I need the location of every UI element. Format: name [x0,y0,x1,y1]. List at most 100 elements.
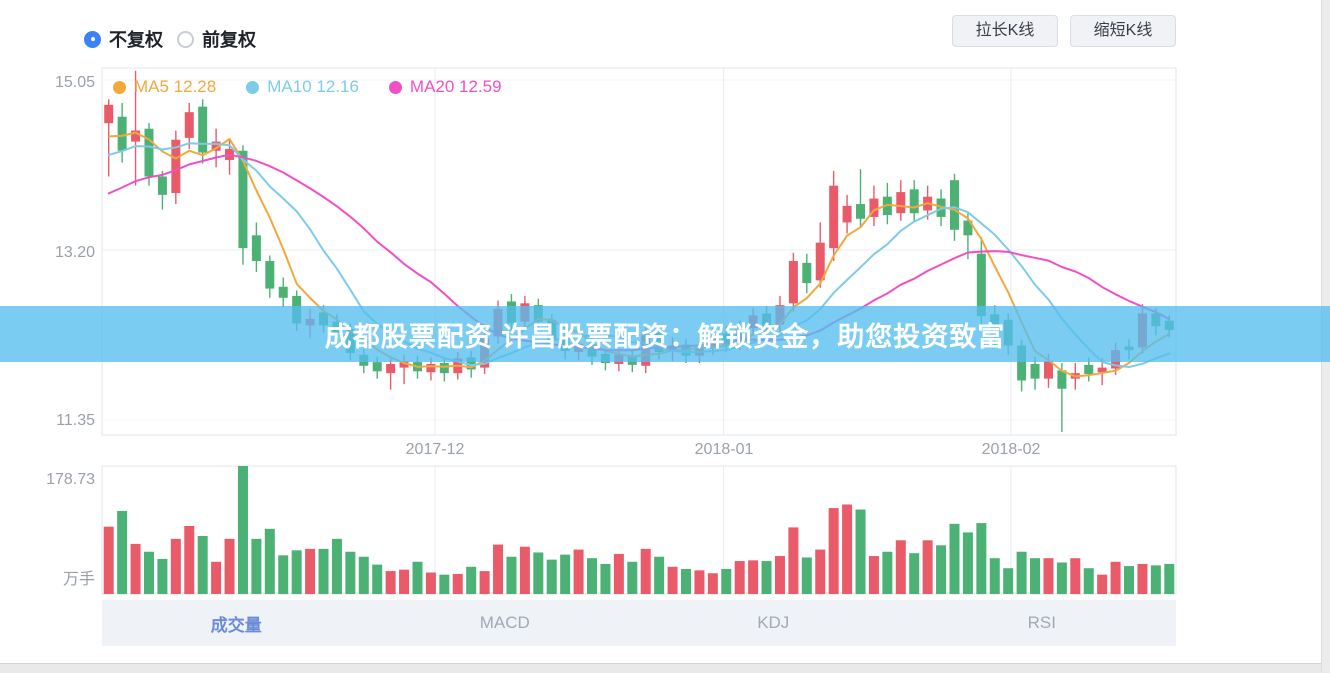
volume-bar[interactable] [533,552,544,594]
candle-body[interactable] [1017,345,1027,381]
volume-bar[interactable] [788,527,799,594]
volume-bar[interactable] [358,556,369,594]
volume-bar[interactable] [989,558,1000,594]
candle-body[interactable] [1057,370,1067,389]
volume-bar[interactable] [587,558,598,594]
volume-bar[interactable] [466,566,477,594]
volume-bar[interactable] [399,569,410,594]
candle-body[interactable] [171,139,181,194]
volume-bar[interactable] [345,551,356,594]
candle-body[interactable] [909,189,919,214]
volume-bar[interactable] [157,558,168,594]
candle-body[interactable] [117,116,127,151]
candle-body[interactable] [856,204,866,219]
volume-bar[interactable] [640,548,651,594]
candle-body[interactable] [869,198,879,217]
volume-bar[interactable] [694,570,705,594]
volume-bar[interactable] [1056,562,1067,594]
volume-bar[interactable] [882,551,893,594]
volume-bar[interactable] [654,556,665,594]
volume-bar[interactable] [936,545,947,594]
volume-bar[interactable] [895,540,906,594]
volume-bar[interactable] [1097,574,1108,594]
volume-bar[interactable] [318,548,329,594]
volume-bar[interactable] [801,557,812,594]
volume-bar[interactable] [680,568,691,594]
volume-bar[interactable] [1083,568,1094,594]
candle-body[interactable] [802,262,812,284]
volume-bar[interactable] [721,568,732,594]
candle-body[interactable] [896,192,906,214]
volume-bar[interactable] [1124,566,1135,594]
volume-bar[interactable] [1030,558,1041,594]
volume-bar[interactable] [412,561,423,594]
volume-bar[interactable] [1110,561,1121,594]
candle-body[interactable] [963,220,973,236]
volume-bar[interactable] [479,571,490,594]
volume-bar[interactable] [184,525,195,594]
radio-forward-adjustment[interactable]: 前复权 [177,26,256,52]
volume-bar[interactable] [372,564,383,594]
volume-bar[interactable] [613,553,624,594]
candle-body[interactable] [251,235,261,262]
candle-body[interactable] [1043,361,1053,379]
stretch-kline-button[interactable]: 拉长K线 [952,15,1058,47]
volume-bar[interactable] [170,538,181,594]
volume-bar[interactable] [130,543,141,594]
volume-bar[interactable] [1150,565,1161,594]
volume-bar[interactable] [439,574,450,594]
candle-body[interactable] [949,180,959,230]
candle-body[interactable] [198,106,208,153]
candle-body[interactable] [372,362,382,372]
volume-bar[interactable] [224,538,235,594]
candle-body[interactable] [386,363,396,374]
candle-body[interactable] [426,363,436,373]
volume-bar[interactable] [264,528,275,594]
radio-selected-icon[interactable] [84,30,101,48]
radio-no-adjustment[interactable]: 不复权 [84,26,163,52]
volume-bar[interactable] [1164,563,1175,594]
volume-bar[interactable] [868,556,879,594]
volume-bar[interactable] [627,561,638,594]
volume-bar[interactable] [546,559,557,594]
candle-body[interactable] [104,104,114,124]
volume-bar[interactable] [425,572,436,594]
volume-bar[interactable] [707,573,718,594]
candle-body[interactable] [439,363,449,374]
volume-bar[interactable] [291,550,302,594]
promo-banner[interactable]: 成都股票配资 许昌股票配资：解锁资金，助您投资致富 [0,306,1330,362]
candle-body[interactable] [265,261,275,289]
volume-bar[interactable] [237,466,248,594]
volume-bar[interactable] [560,554,571,594]
volume-bar[interactable] [452,573,463,594]
volume-bar[interactable] [143,551,154,594]
candle-body[interactable] [184,112,194,138]
candle-body[interactable] [815,242,825,281]
candle-body[interactable] [144,128,154,177]
volume-bar[interactable] [573,549,584,594]
volume-bar[interactable] [1043,558,1054,594]
volume-bar[interactable] [748,560,759,594]
candle-body[interactable] [466,357,476,370]
volume-bar[interactable] [1003,568,1014,594]
volume-bar[interactable] [842,504,853,594]
volume-bar[interactable] [331,538,342,594]
volume-bar[interactable] [922,540,933,594]
radio-unselected-icon[interactable] [177,30,194,48]
volume-bar[interactable] [305,548,316,594]
volume-bar[interactable] [197,535,208,594]
volume-bar[interactable] [1137,563,1148,594]
volume-bar[interactable] [600,563,611,594]
volume-bar[interactable] [1016,551,1027,594]
volume-bar[interactable] [385,571,396,594]
volume-bar[interactable] [493,544,504,594]
volume-bar[interactable] [211,561,222,594]
volume-bar[interactable] [949,523,960,594]
candle-body[interactable] [278,286,288,298]
tab-volume[interactable]: 成交量 [210,615,262,635]
candle-body[interactable] [157,176,167,195]
volume-bar[interactable] [976,523,987,594]
volume-bar[interactable] [909,553,920,594]
candle-body[interactable] [238,150,248,249]
volume-bar[interactable] [815,549,826,594]
